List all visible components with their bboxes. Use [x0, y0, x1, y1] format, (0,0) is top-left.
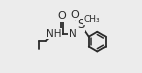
- Text: O: O: [70, 10, 79, 20]
- Text: N: N: [69, 29, 76, 39]
- Text: CH₃: CH₃: [84, 15, 101, 24]
- Text: S: S: [77, 18, 84, 31]
- Text: NH: NH: [46, 29, 61, 39]
- Text: O: O: [58, 11, 67, 21]
